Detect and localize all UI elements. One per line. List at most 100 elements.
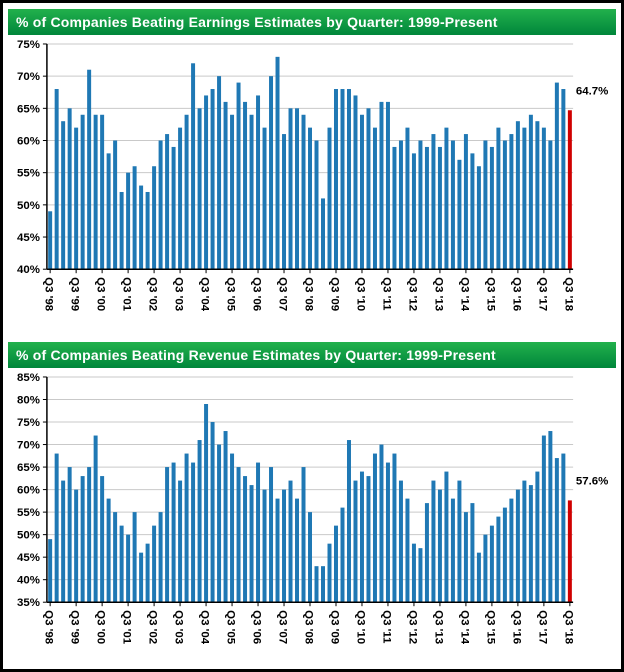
bar [113,140,118,270]
bar [366,108,371,270]
bar [275,56,280,270]
bar [483,534,488,603]
x-tick-label: Q3 '10 [354,610,366,644]
x-tick-label: Q3 '16 [510,610,522,644]
x-tick-label: Q3 '11 [380,277,392,311]
bar [359,471,364,603]
bar [223,101,228,270]
bar [405,498,410,603]
bar [295,498,300,603]
y-tick-label: 35% [17,597,40,609]
bar [522,480,527,603]
bar [223,431,228,603]
bar [158,512,163,603]
x-tick-label: Q3 '18 [562,277,574,312]
bar [431,134,436,270]
bar [275,498,280,603]
bar [210,422,215,603]
x-tick-label: Q3 '99 [69,610,81,644]
bar [483,140,488,270]
bar [353,95,358,270]
x-tick-label: Q3 '03 [173,610,185,644]
bar [372,127,377,270]
x-tick-label: Q3 '16 [510,277,522,311]
x-tick-label: Q3 '98 [43,610,55,645]
bar [126,534,131,603]
bar [191,63,196,270]
bar [80,476,85,603]
bar [489,525,494,603]
bar [502,507,507,603]
x-tick-label: Q3 '18 [562,610,574,645]
bar [470,153,475,270]
bar [509,134,514,270]
bar [457,480,462,603]
bar [184,114,189,270]
bar [398,480,403,603]
y-tick-label: 85% [17,372,40,384]
bar [554,458,559,603]
bar [204,95,209,270]
earnings-panel: % of Companies Beating Earnings Estimate… [8,9,616,330]
bar [236,467,241,603]
bar [340,507,345,603]
bar [171,146,176,270]
bar [165,467,170,603]
bar [282,489,287,603]
highlight-bar [567,110,572,270]
bar [496,127,501,270]
x-tick-label: Q3 '14 [458,610,470,645]
bar [385,462,390,603]
bar [308,127,312,270]
bar [67,108,72,270]
bar [204,404,209,603]
bar [379,444,384,603]
bar [158,140,163,270]
bar [346,440,351,603]
y-tick-label: 40% [17,264,40,276]
bar [230,114,235,270]
bar [353,480,358,603]
bar [119,525,124,603]
bar [282,134,287,270]
bar [392,146,397,270]
y-tick-label: 55% [17,168,40,180]
bar [301,114,306,270]
last-value-label: 57.6% [576,475,608,487]
earnings-chart-canvas: 40% 45% 50% 55% 60% 65% 70% 75% Q3 '98 Q3 '99 Q3 '… [17,39,608,312]
bar [87,467,92,603]
x-tick-label: Q3 '11 [380,610,392,644]
bar [184,453,189,603]
earnings-chart-title: % of Companies Beating Earnings Estimate… [8,9,616,35]
x-tick-label: Q3 '05 [225,277,237,312]
x-tick-label: Q3 '09 [329,610,341,644]
bar [106,153,111,270]
bar [217,444,222,603]
bar [249,485,254,603]
y-tick-label: 55% [17,507,40,519]
bar [191,462,196,603]
bar [444,471,449,603]
bar [515,121,520,270]
bar [126,172,131,270]
bar [301,467,306,603]
bar [217,76,222,270]
bar [269,76,274,270]
bar [470,503,475,603]
revenue-panel: % of Companies Beating Revenue Estimates… [8,342,616,663]
x-tick-label: Q3 '15 [484,610,496,645]
x-tick-label: Q3 '17 [536,277,548,311]
bar [450,140,455,270]
x-tick-label: Q3 '13 [432,610,444,644]
bar [541,127,546,270]
last-value-label: 64.7% [576,85,608,97]
bar [152,166,157,270]
bar [411,153,416,270]
bar [100,476,105,603]
bar [230,453,235,603]
bar [93,114,98,270]
bar [165,134,170,270]
bar [139,185,144,270]
bar [437,489,442,603]
